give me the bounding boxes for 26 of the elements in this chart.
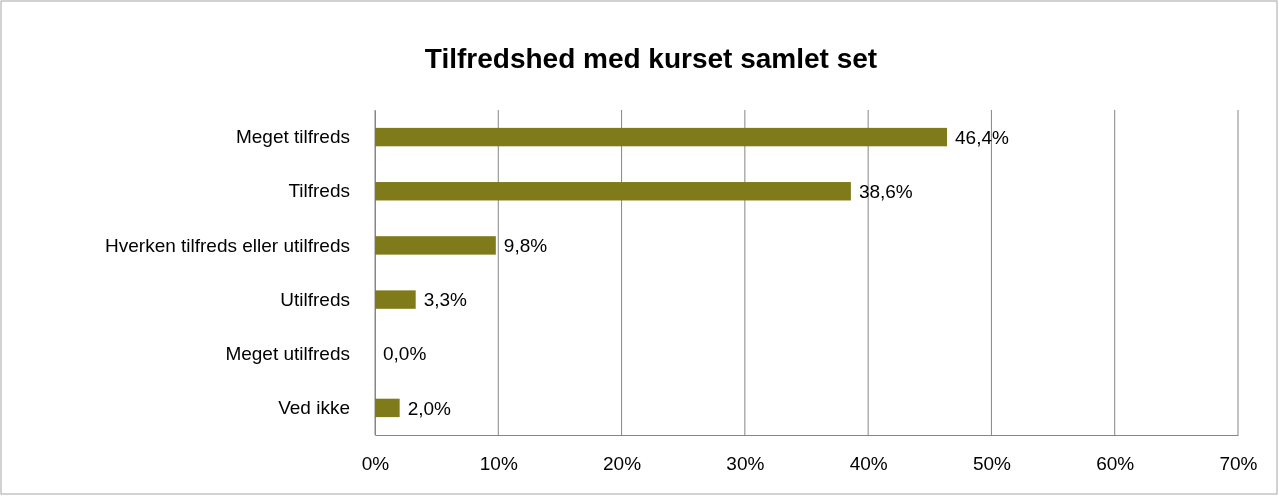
bar [375,182,851,201]
x-tick-label: 30% [726,453,765,475]
data-label: 46,4% [955,126,1010,148]
x-tick-label: 60% [1096,453,1135,475]
bar [375,290,416,309]
x-tick-label: 40% [849,453,888,475]
y-tick-label: Meget utilfreds [225,342,350,364]
bar [375,398,400,418]
x-tick-label: 50% [972,453,1012,475]
bar [375,236,496,255]
x-tick-label: 10% [479,453,518,475]
y-tick-label: Tilfreds [288,180,350,202]
x-tick-label: 70% [1219,453,1258,475]
data-label: 9,8% [503,235,548,257]
y-tick-label: Ved ikke [278,397,350,418]
chart-title: Tilfredshed med kurset samlet set [424,43,878,74]
data-label: 0,0% [383,343,427,365]
y-tick-label: Meget tilfreds [235,126,350,148]
x-tick-label: 20% [603,453,642,475]
data-label: 38,6% [858,180,913,202]
x-tick-label: 0% [361,453,390,475]
y-tick-label: Hverken tilfreds eller utilfreds [105,234,350,256]
data-label: 2,0% [407,397,452,419]
bar [375,127,948,147]
y-tick-label: Utilfreds [280,288,350,310]
data-label: 3,3% [423,289,468,311]
